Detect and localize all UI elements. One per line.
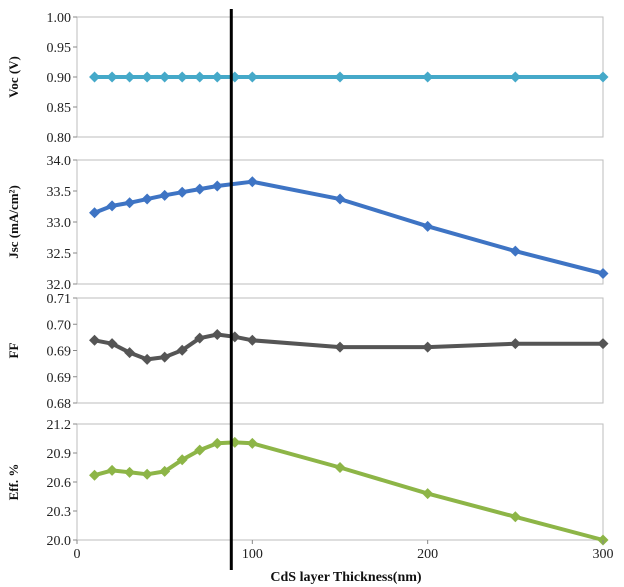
panel-1-ytick-label: 33.5	[47, 185, 72, 200]
panel-3-point	[176, 454, 188, 466]
panel-2-point	[246, 334, 258, 346]
panel-1-ytick-label: 34.0	[47, 154, 72, 169]
panel-2-point	[159, 351, 171, 363]
panel-1-point	[176, 186, 188, 198]
panel-1-frame	[76, 159, 604, 285]
panel-3-point	[509, 511, 521, 523]
panel-3-point	[194, 444, 206, 456]
panel-1-point	[334, 193, 346, 205]
panel-2-ytick-label: 0.70	[47, 318, 72, 333]
panel-3-series-line	[92, 440, 605, 542]
panel-2-point	[176, 344, 188, 356]
panel-2-point	[141, 353, 153, 365]
panel-0-ytick-label: 0.80	[47, 131, 72, 146]
panel-1-point	[194, 183, 206, 195]
panel-3-point	[246, 437, 258, 449]
panel-3-ytick-label: 20.3	[47, 505, 72, 520]
xtick-label: 300	[593, 547, 614, 562]
panel-1-point	[246, 176, 258, 188]
panel-0-point	[422, 71, 434, 83]
panel-2-point	[422, 341, 434, 353]
panel-0-ytick-label: 0.90	[47, 71, 72, 86]
panel-3-frame	[76, 423, 604, 541]
panel-2-point	[124, 347, 136, 359]
panel-0-ytick-label: 1.00	[47, 11, 72, 26]
panel-1-ytick-label: 33.0	[47, 216, 72, 231]
panel-1-point	[422, 220, 434, 232]
panel-0-point	[194, 71, 206, 83]
panel-1-point	[597, 267, 609, 279]
panel-0-point	[124, 71, 136, 83]
panel-3-ytick-label: 20.0	[47, 534, 72, 549]
panel-0-point	[597, 71, 609, 83]
panel-1-ytick-label: 32.5	[47, 247, 72, 262]
panel-3-point	[159, 465, 171, 477]
panel-3-point	[124, 466, 136, 478]
panel-2-point	[89, 334, 101, 346]
panel-1-point	[211, 180, 223, 192]
panel-2-ytick-label: 0.69	[47, 345, 72, 360]
panel-0-point	[89, 71, 101, 83]
panel-0-ytick-label: 0.95	[47, 41, 72, 56]
panel-1-point	[159, 189, 171, 201]
panel-2-point	[194, 332, 206, 344]
panel-0-point	[141, 71, 153, 83]
panel-1-point	[141, 193, 153, 205]
panel-1-point	[124, 197, 136, 209]
panel-0-point	[159, 71, 171, 83]
panel-0-ytick-label: 0.85	[47, 101, 72, 116]
panel-0-point	[334, 71, 346, 83]
panel-3-ytick-label: 21.2	[47, 418, 72, 433]
panel-0-point	[106, 71, 118, 83]
panel-2-point	[211, 328, 223, 340]
panel-1-ylabel: Jsc (mA/cm²)	[6, 185, 21, 259]
panel-1-point	[509, 245, 521, 257]
panel-3-point	[106, 464, 118, 476]
panel-3-ytick-label: 20.6	[47, 476, 72, 491]
panel-3-ytick-label: 20.9	[47, 447, 72, 462]
panel-3-point	[211, 437, 223, 449]
panel-3-point	[334, 462, 346, 473]
xtick-label: 200	[417, 547, 438, 562]
panel-2-point	[509, 338, 521, 350]
panel-2-ylabel: FF	[6, 343, 21, 359]
panel-1-ytick-label: 32.0	[47, 278, 72, 293]
panel-0-ylabel: Voc (V)	[6, 56, 21, 98]
panel-3-point	[89, 469, 101, 481]
panel-0-point	[176, 71, 188, 83]
panel-2-point	[106, 338, 118, 350]
panel-2-point	[597, 338, 609, 350]
xtick-label: 100	[242, 547, 263, 562]
panel-3-point	[422, 488, 434, 500]
panel-0-point	[509, 71, 521, 83]
panel-3-point	[141, 468, 153, 480]
panel-0-point	[211, 71, 223, 83]
panel-2-ytick-label: 0.69	[47, 371, 72, 386]
panel-1-point	[106, 200, 118, 212]
panel-1-series-line	[92, 179, 605, 276]
panel-2-ytick-label: 0.71	[47, 292, 72, 307]
panel-1-point	[89, 207, 101, 219]
panel-2-series-line	[92, 332, 605, 362]
xtick-label: 0	[74, 547, 81, 562]
panel-2-ytick-label: 0.68	[47, 397, 72, 412]
panel-3-ylabel: Eff. %	[6, 464, 21, 501]
x-axis-title: CdS layer Thickness(nm)	[270, 570, 422, 585]
panel-2-point	[334, 341, 346, 353]
panel-0-point	[246, 71, 258, 83]
